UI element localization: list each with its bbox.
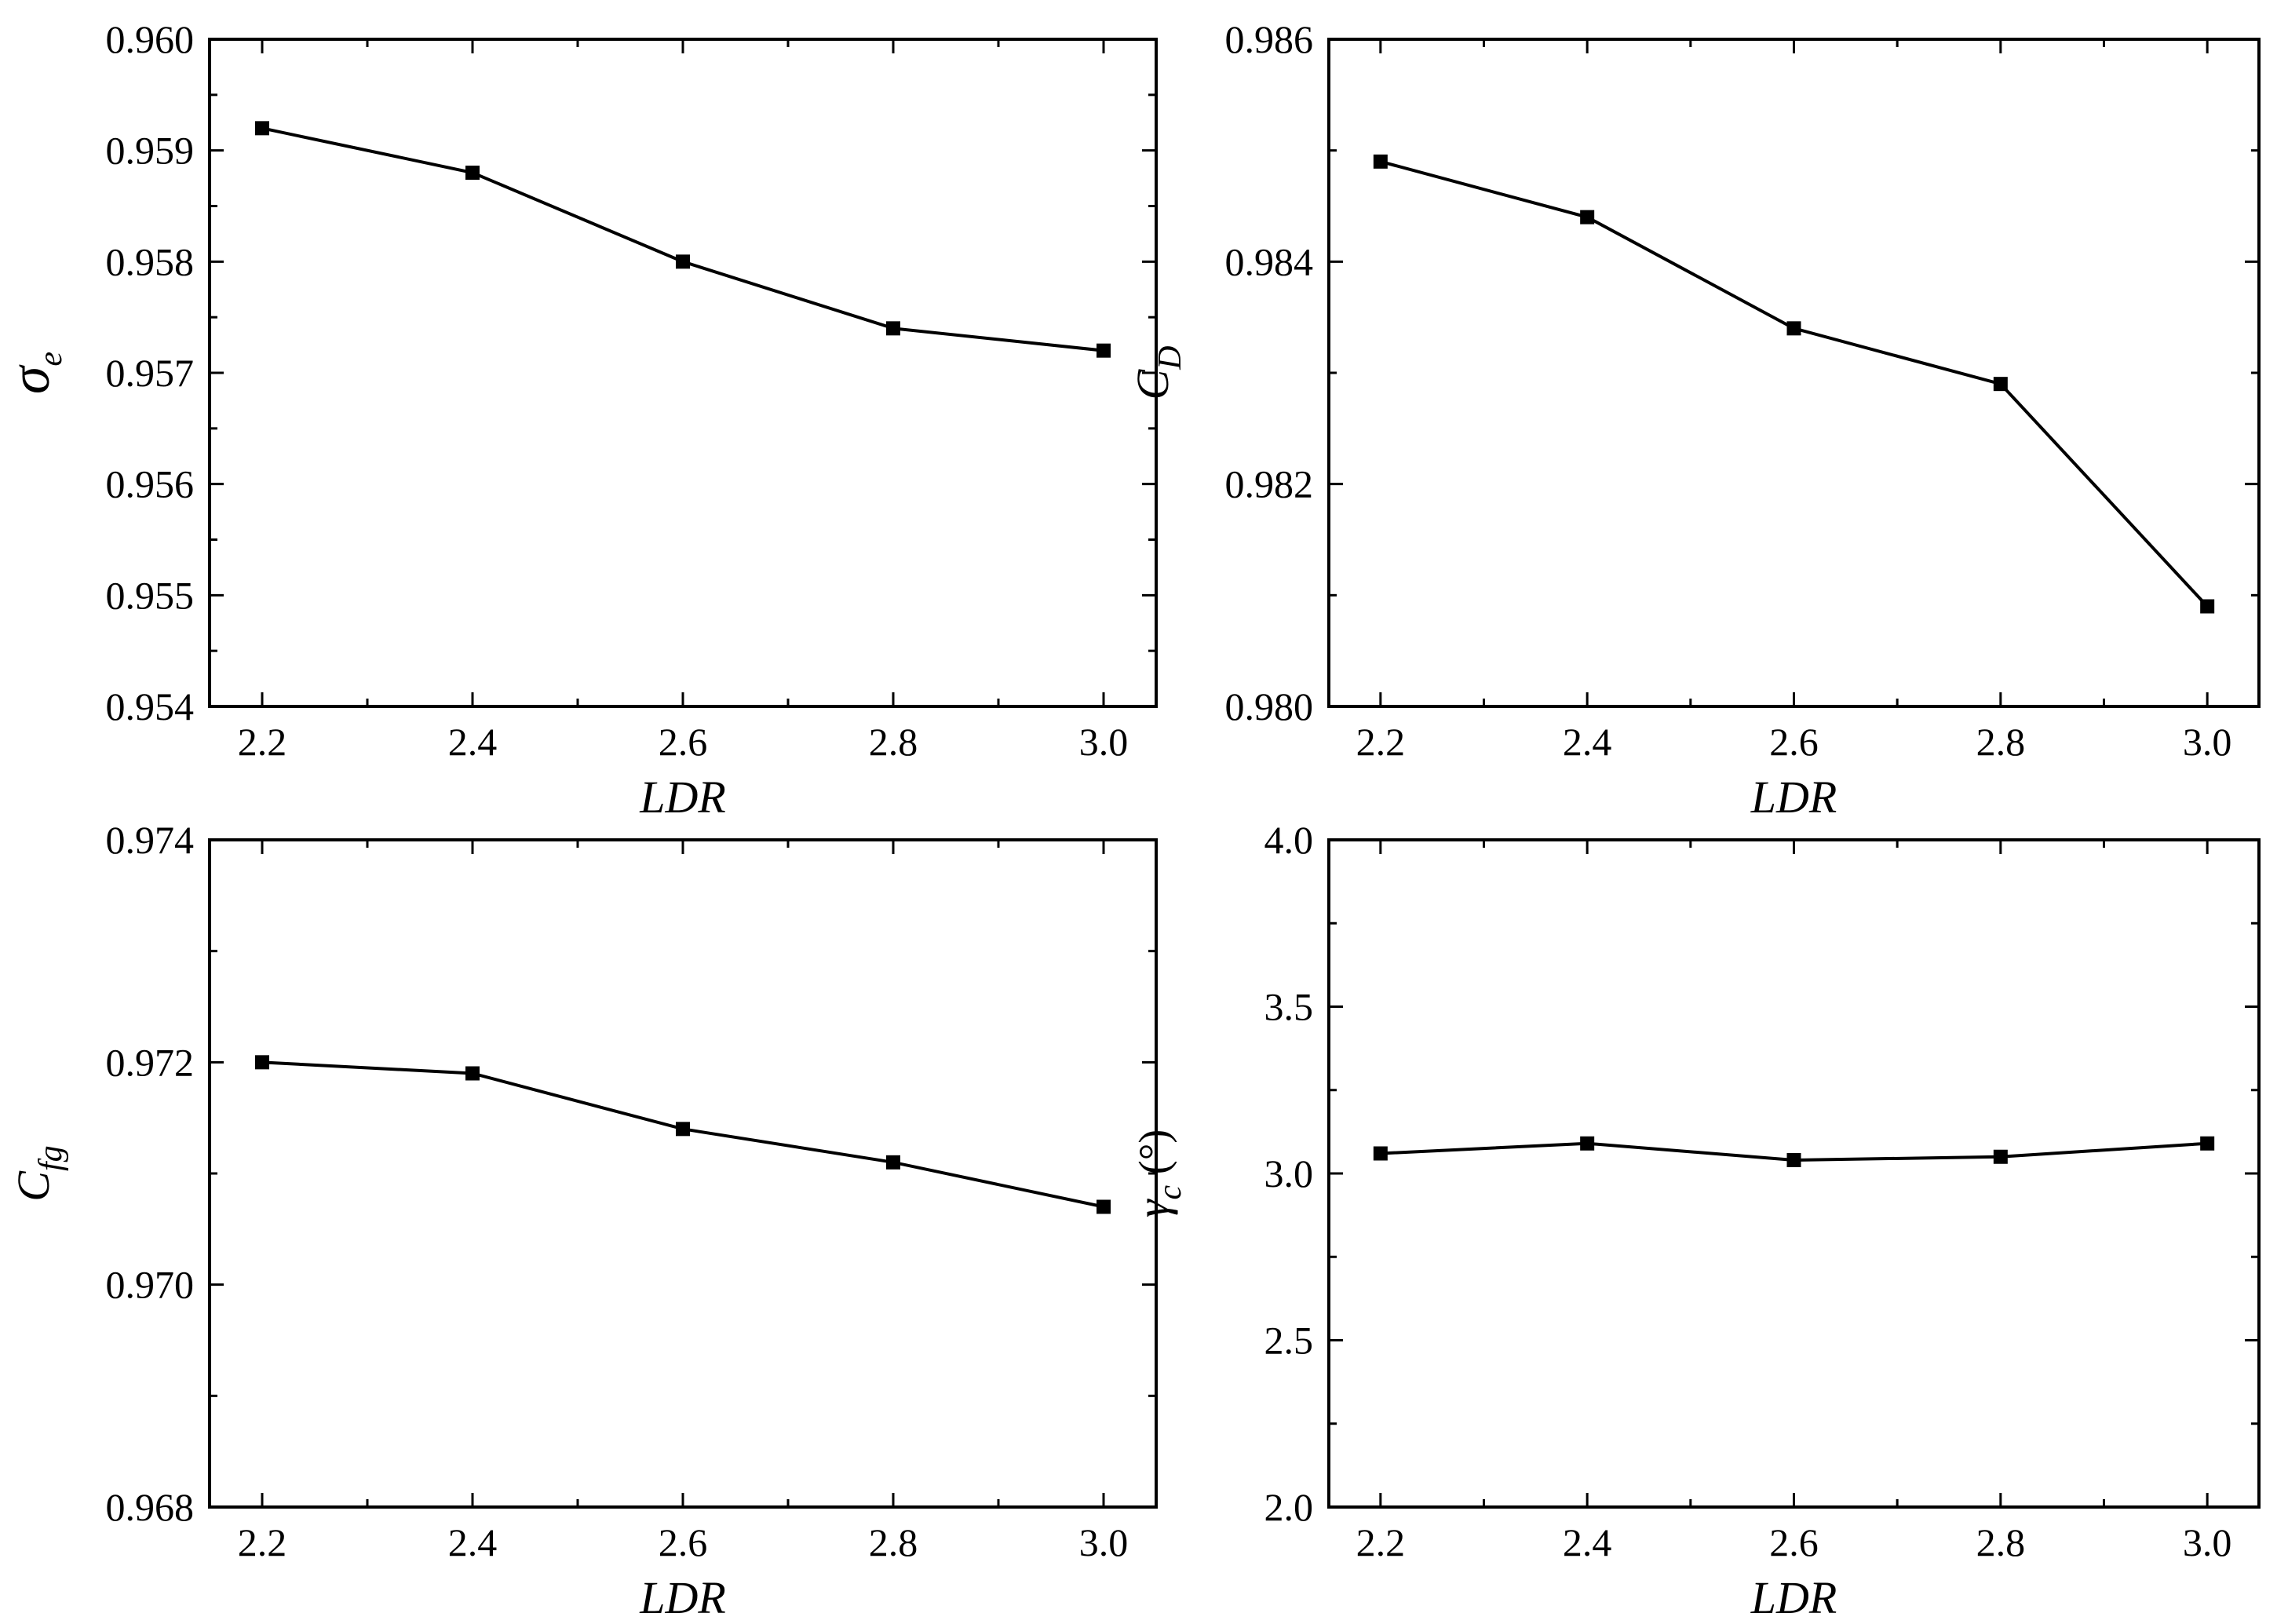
x-tick-label: 2.2 (238, 1520, 287, 1564)
data-point-marker (2200, 1136, 2215, 1151)
panel-gamma-c: 2.2 2.4 2.6 2.8 3.0 2.0 2.5 3.0 3.5 4.0 LDR γc (°) (1127, 818, 2261, 1623)
y-tick-label: 0.960 (106, 17, 195, 61)
plot-frame (1327, 38, 2261, 708)
data-point-marker (255, 1055, 269, 1070)
x-tick-label: 2.6 (1769, 1520, 1819, 1564)
x-tick-label: 2.2 (1356, 720, 1406, 764)
x-tick-label: 2.8 (1976, 1520, 2026, 1564)
x-tick-label: 2.4 (448, 1520, 498, 1564)
x-tick-label: 3.0 (2183, 1520, 2232, 1564)
data-point-marker (1786, 1153, 1801, 1167)
panel-cfg: 2.2 2.4 2.6 2.8 3.0 0.968 0.970 0.972 0.974 LDR Cf… (8, 818, 1158, 1623)
plot-frame (1327, 838, 2261, 1509)
panel-sigma-e: 2.2 2.4 2.6 2.8 3.0 0.954 0.955 0.956 0.957 0.958… (0, 17, 1158, 823)
x-tick-label: 3.0 (1079, 720, 1129, 764)
y-tick-label: 0.968 (106, 1485, 195, 1529)
data-point-marker (886, 321, 900, 336)
y-tick-label: 3.0 (1264, 1151, 1314, 1195)
data-point-marker (1580, 1136, 1595, 1151)
data-point-marker (1580, 210, 1595, 224)
data-point-marker (1373, 1146, 1388, 1161)
data-point-marker (1373, 154, 1388, 169)
y-tick-label: 0.984 (1225, 239, 1314, 283)
data-point-marker (676, 1122, 690, 1137)
x-tick-label: 3.0 (1079, 1520, 1129, 1564)
x-tick-label: 2.8 (869, 1520, 918, 1564)
data-point-marker (465, 1066, 480, 1081)
y-tick-label: 0.974 (106, 818, 195, 862)
y-axis-title: γc (°) (1127, 1130, 1188, 1218)
x-tick-label: 2.6 (659, 720, 708, 764)
y-tick-label: 3.5 (1264, 985, 1314, 1029)
data-point-marker (1993, 1149, 2008, 1164)
y-tick-label: 0.980 (1225, 684, 1314, 728)
y-tick-label: 0.970 (106, 1263, 195, 1307)
data-point-marker (1786, 321, 1801, 336)
y-tick-label: 0.986 (1225, 17, 1314, 61)
data-point-marker (1993, 377, 2008, 392)
x-tick-label: 2.2 (238, 720, 287, 764)
data-point-marker (2200, 599, 2215, 614)
x-tick-label: 2.8 (869, 720, 918, 764)
data-point-marker (1097, 1199, 1111, 1214)
x-tick-label: 2.6 (1769, 720, 1819, 764)
data-point-marker (465, 166, 480, 180)
y-tick-label: 0.972 (106, 1040, 195, 1084)
x-axis-title: LDR (639, 772, 726, 823)
plot-frame (208, 838, 1158, 1509)
y-axis-title: CD (1127, 345, 1188, 400)
x-tick-label: 2.4 (1563, 1520, 1612, 1564)
y-axis-title: σe (0, 352, 69, 394)
series-line (1380, 159, 2209, 608)
y-tick-label: 2.5 (1264, 1319, 1314, 1363)
y-tick-label: 4.0 (1264, 818, 1314, 862)
y-axis-title: Cfg (8, 1145, 69, 1201)
x-axis-title: LDR (1750, 772, 1837, 823)
x-tick-label: 2.6 (659, 1520, 708, 1564)
panel-cd: 2.2 2.4 2.6 2.8 3.0 0.980 0.982 0.984 0.986 LDR CD (1127, 17, 2261, 823)
data-point-marker (1097, 343, 1111, 358)
x-axis-title: LDR (1750, 1572, 1837, 1623)
y-tick-label: 0.955 (106, 573, 195, 617)
y-tick-label: 2.0 (1264, 1485, 1314, 1529)
y-tick-label: 0.958 (106, 239, 195, 283)
plot-frame (208, 38, 1158, 708)
x-tick-label: 2.4 (1563, 720, 1612, 764)
x-tick-label: 2.8 (1976, 720, 2026, 764)
y-tick-label: 0.982 (1225, 462, 1314, 506)
data-point-marker (676, 254, 690, 269)
x-axis-title: LDR (639, 1572, 726, 1623)
x-tick-label: 2.4 (448, 720, 498, 764)
x-tick-label: 3.0 (2183, 720, 2232, 764)
y-tick-label: 0.959 (106, 129, 195, 173)
data-point-marker (886, 1155, 900, 1170)
series-line (261, 126, 1104, 352)
y-tick-label: 0.956 (106, 462, 195, 506)
y-tick-label: 0.957 (106, 351, 195, 395)
x-tick-label: 2.2 (1356, 1520, 1406, 1564)
data-point-marker (255, 121, 269, 136)
y-tick-label: 0.954 (106, 684, 195, 728)
